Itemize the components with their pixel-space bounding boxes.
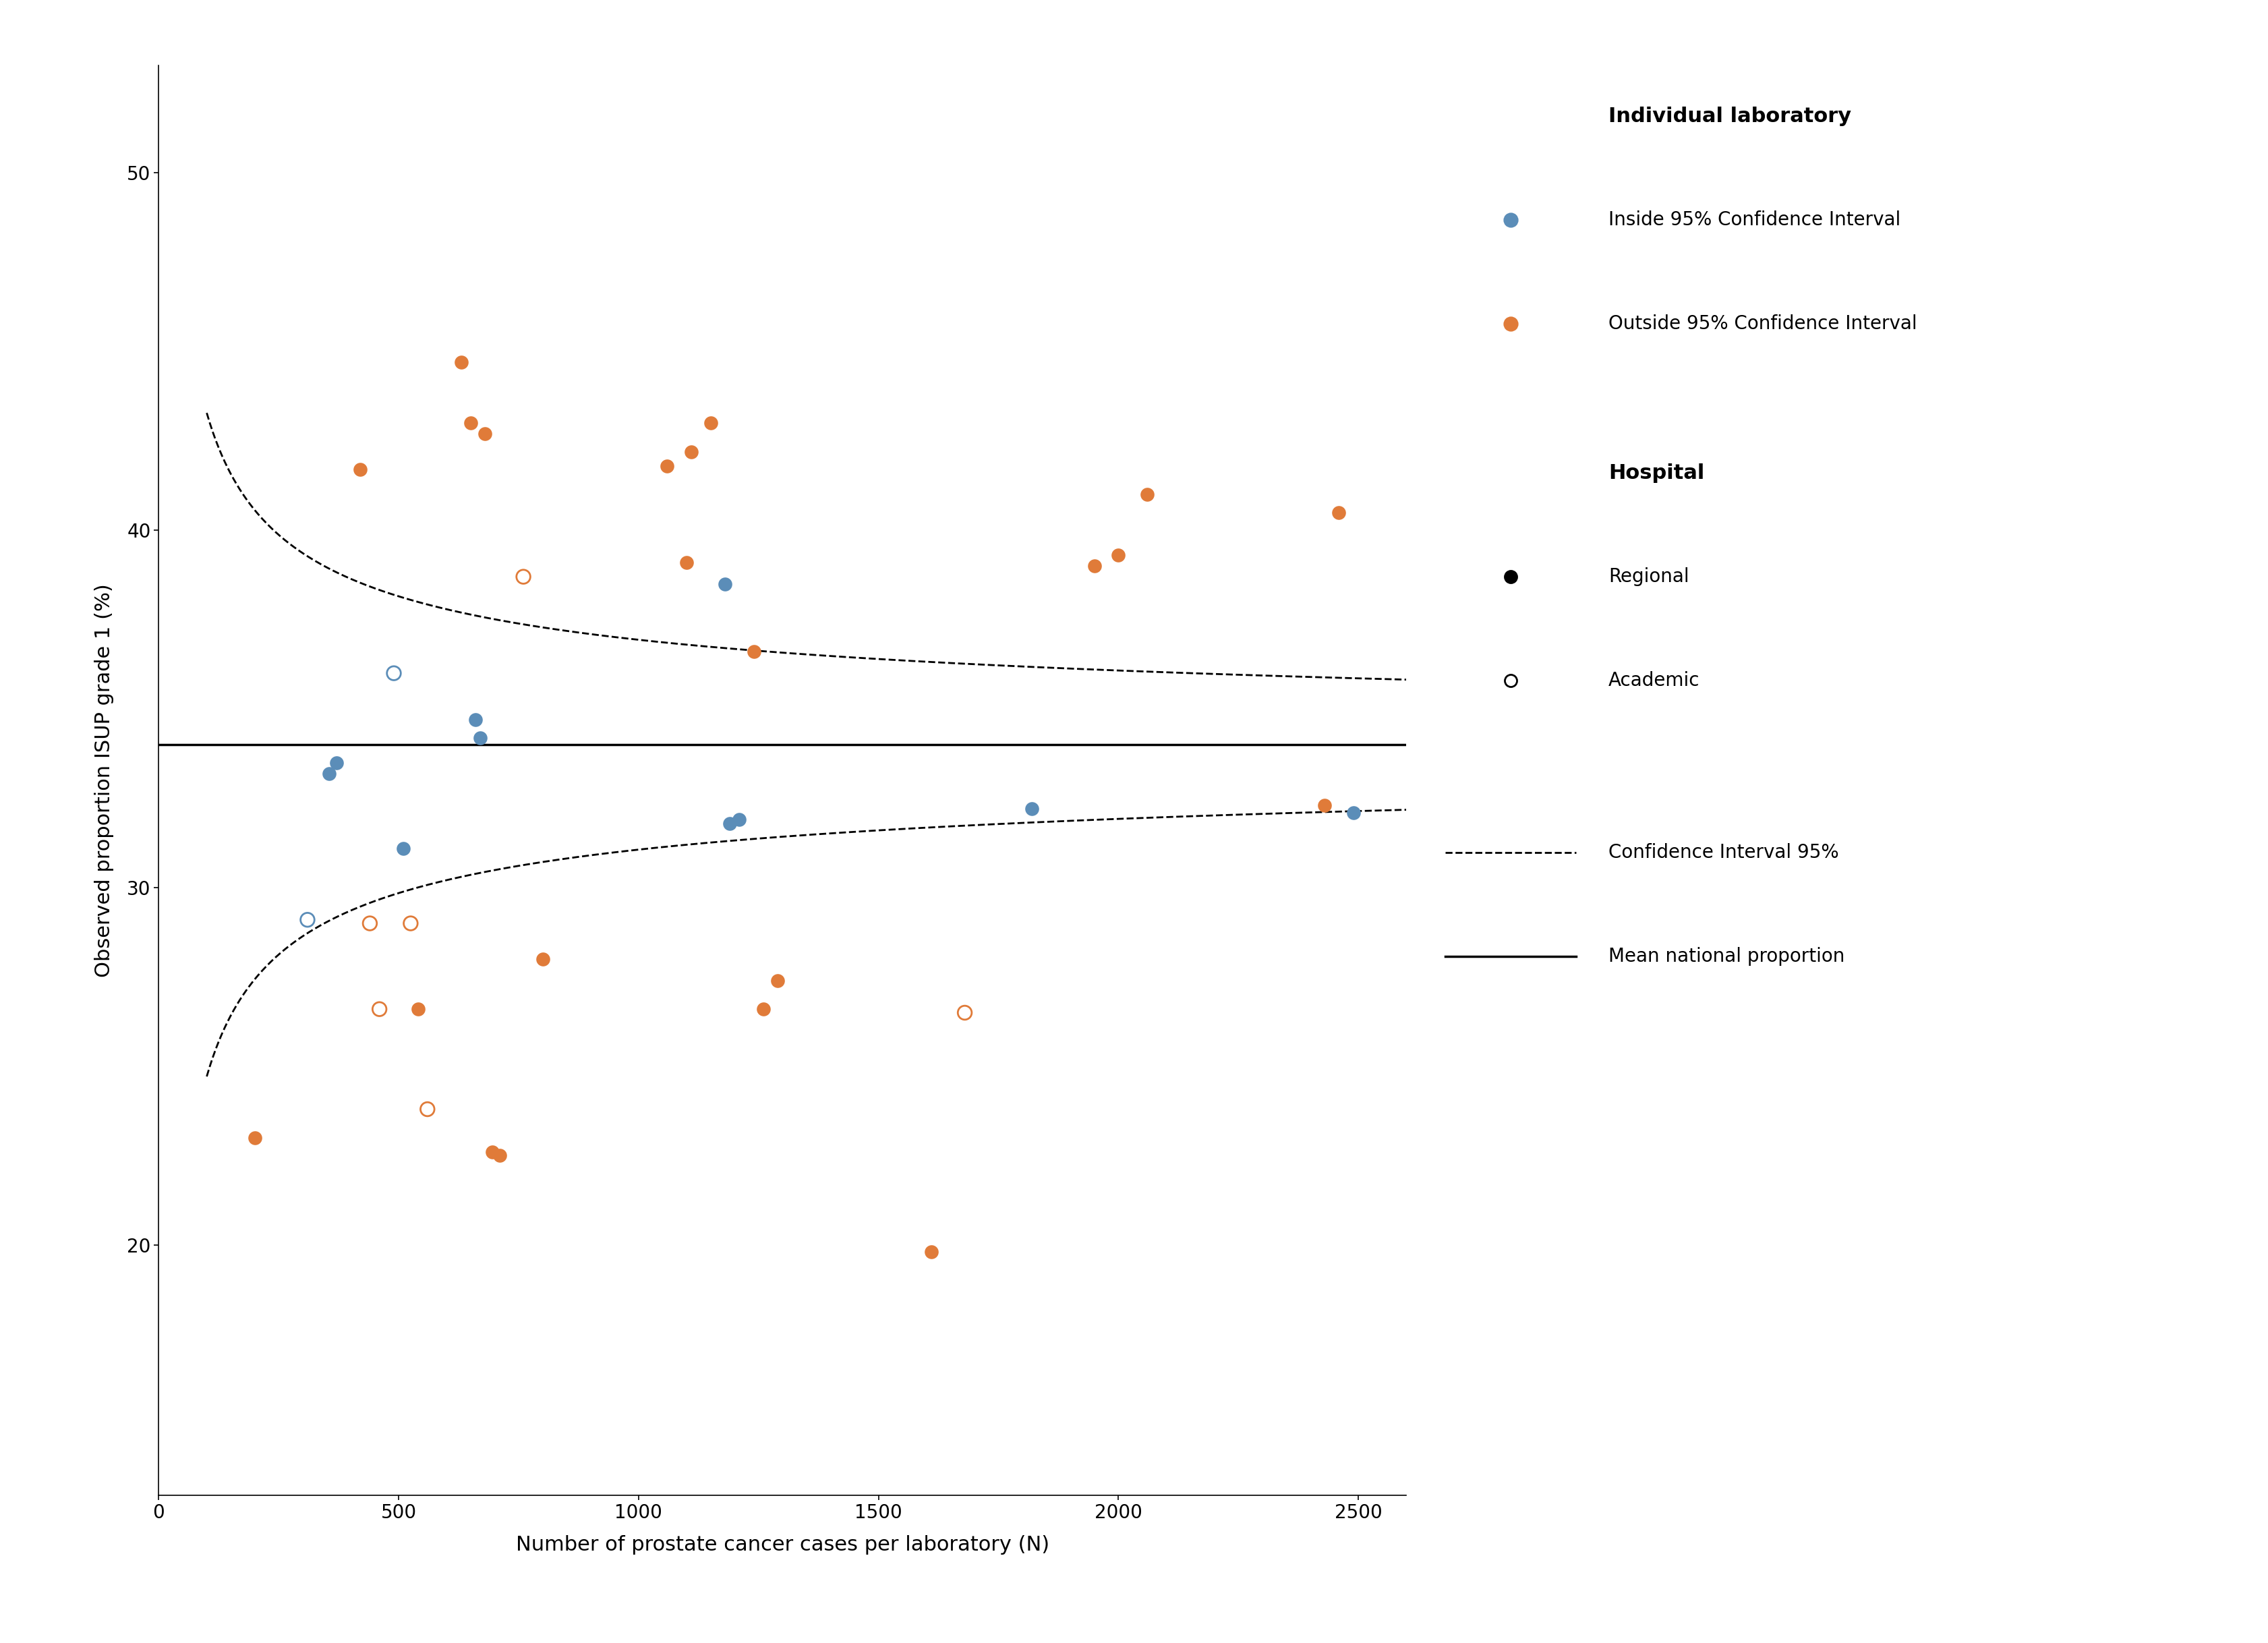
Point — [649, 453, 685, 480]
Point — [708, 570, 744, 596]
Point — [946, 999, 982, 1025]
Point — [342, 457, 379, 483]
Point — [692, 411, 728, 437]
Point — [474, 1139, 510, 1165]
Point — [376, 660, 413, 687]
Point — [1129, 481, 1166, 508]
Point — [392, 910, 429, 937]
Point — [1014, 795, 1050, 822]
Point — [311, 761, 347, 787]
Point — [442, 350, 479, 376]
Point — [236, 1124, 272, 1150]
Point — [352, 910, 388, 937]
Point — [760, 968, 796, 994]
Point — [1077, 554, 1114, 580]
Point — [524, 946, 560, 973]
Point — [361, 996, 397, 1022]
Point — [318, 749, 354, 775]
Text: Outside 95% Confidence Interval: Outside 95% Confidence Interval — [1608, 314, 1916, 334]
Point — [1336, 800, 1372, 826]
Point — [712, 810, 748, 836]
Point — [454, 411, 490, 437]
Text: Regional: Regional — [1608, 567, 1690, 587]
Point — [1320, 499, 1356, 526]
Text: Academic: Academic — [1608, 670, 1699, 690]
Y-axis label: Observed proportion ISUP grade 1 (%): Observed proportion ISUP grade 1 (%) — [95, 583, 113, 978]
Text: Individual laboratory: Individual laboratory — [1608, 107, 1851, 127]
Point — [1306, 792, 1343, 818]
Point — [481, 1142, 517, 1168]
Text: Hospital: Hospital — [1608, 463, 1706, 483]
Point — [463, 725, 499, 751]
Point — [674, 439, 710, 465]
Point — [735, 639, 771, 665]
Point — [467, 421, 503, 447]
Text: Mean national proportion: Mean national proportion — [1608, 946, 1844, 966]
Point — [1100, 542, 1136, 568]
Point — [669, 549, 705, 575]
Point — [408, 1096, 445, 1122]
Text: Inside 95% Confidence Interval: Inside 95% Confidence Interval — [1608, 210, 1901, 230]
Point — [399, 996, 435, 1022]
Point — [914, 1239, 950, 1265]
Point — [721, 807, 758, 833]
Point — [458, 706, 494, 733]
Point — [386, 835, 422, 861]
Point — [506, 564, 542, 590]
X-axis label: Number of prostate cancer cases per laboratory (N): Number of prostate cancer cases per labo… — [515, 1535, 1050, 1554]
Text: Confidence Interval 95%: Confidence Interval 95% — [1608, 843, 1839, 863]
Point — [746, 996, 782, 1022]
Point — [290, 907, 327, 933]
